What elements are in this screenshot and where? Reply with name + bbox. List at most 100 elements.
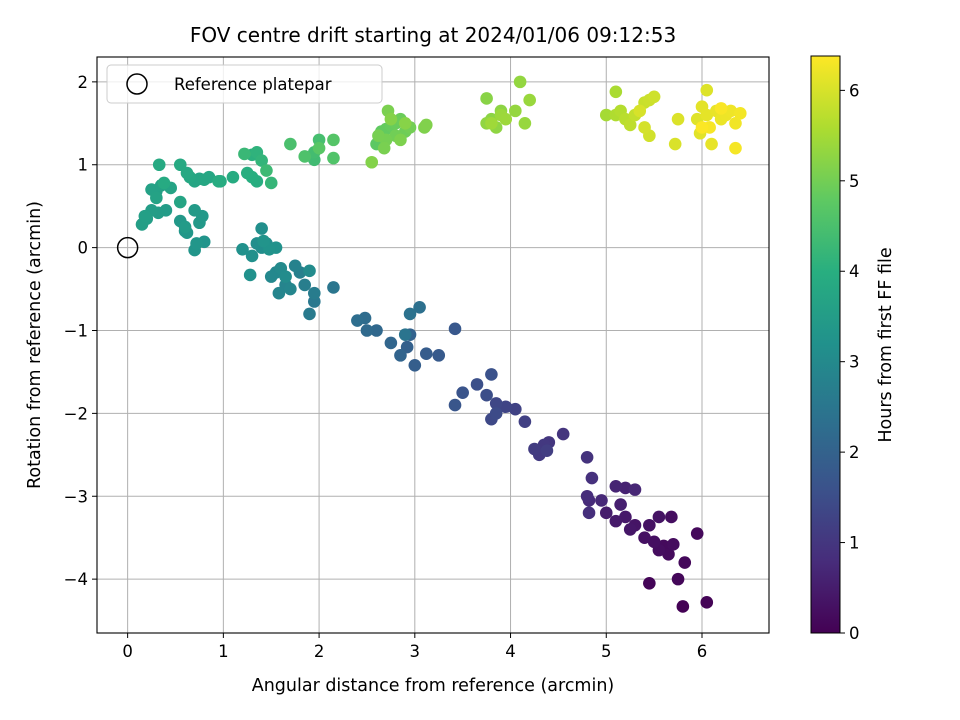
data-point: [394, 133, 407, 147]
data-point: [152, 158, 166, 172]
data-point: [384, 112, 398, 126]
data-point: [609, 85, 623, 99]
data-point: [638, 531, 651, 544]
y-axis-label: Rotation from reference (arcmin): [25, 201, 45, 489]
data-point: [173, 195, 187, 209]
data-point: [398, 117, 412, 130]
x-tick-label: 2: [314, 642, 325, 661]
data-point: [705, 137, 718, 151]
data-point: [384, 336, 398, 350]
data-point: [288, 259, 302, 273]
data-point: [619, 481, 632, 495]
data-point: [398, 328, 412, 341]
colorbar-label: Hours from first FF file: [876, 247, 896, 442]
data-point: [419, 118, 433, 132]
legend-label: Reference platepar: [174, 75, 332, 94]
data-point: [556, 427, 570, 441]
data-point: [662, 547, 675, 561]
data-point: [619, 510, 632, 524]
data-point: [372, 129, 385, 143]
colorbar-tick-label: 2: [849, 443, 860, 462]
data-point: [523, 93, 536, 107]
data-point: [303, 307, 316, 321]
x-tick-label: 4: [505, 642, 516, 661]
data-point: [197, 173, 211, 186]
data-point: [419, 347, 433, 361]
data-point: [513, 75, 527, 89]
data-point: [370, 324, 383, 337]
data-point: [489, 397, 503, 410]
data-point: [580, 489, 594, 503]
data-point: [312, 141, 326, 155]
reference-marker: [116, 236, 139, 259]
data-point: [580, 450, 594, 464]
data-point: [623, 118, 637, 132]
data-point: [150, 191, 163, 205]
data-point: [178, 220, 192, 234]
colorbar-tick-label: 5: [849, 172, 860, 191]
legend-marker-icon: [126, 73, 148, 95]
data-point: [260, 164, 273, 177]
data-point: [303, 264, 316, 278]
data-point: [652, 510, 666, 524]
data-point: [284, 137, 297, 151]
x-axis-ticks: 0 1 2 3 4 5 6: [122, 633, 707, 661]
data-point: [264, 270, 278, 283]
data-point: [298, 278, 312, 292]
reference-platepar-marker: [116, 236, 139, 259]
y-tick-label: −4: [64, 570, 88, 589]
x-tick-label: 3: [410, 642, 421, 661]
data-point: [647, 535, 661, 549]
y-tick-label: 1: [78, 156, 89, 175]
data-point: [609, 480, 623, 493]
data-point: [665, 510, 678, 524]
data-point: [638, 121, 651, 134]
data-point: [666, 538, 680, 551]
data-point: [432, 349, 446, 362]
data-point: [257, 234, 270, 248]
data-point: [676, 600, 690, 613]
data-point: [408, 359, 422, 372]
data-point: [480, 92, 493, 105]
data-point: [643, 576, 656, 590]
colorbar-tick-label: 6: [849, 81, 860, 100]
data-point: [212, 175, 225, 188]
data-point: [678, 556, 692, 569]
data-point: [643, 518, 656, 532]
data-point: [633, 104, 647, 118]
data-point: [238, 147, 251, 161]
data-point: [623, 523, 637, 536]
data-point: [695, 121, 709, 134]
data-point: [595, 494, 608, 507]
data-point: [240, 166, 254, 180]
data-point: [668, 137, 682, 151]
legend-box: [106, 64, 383, 104]
chart-title: FOV centre drift starting at 2024/01/06 …: [190, 23, 676, 47]
data-point: [298, 150, 312, 163]
data-point: [599, 108, 613, 122]
data-point: [307, 286, 321, 300]
y-tick-label: 0: [78, 239, 89, 258]
data-point: [226, 170, 240, 184]
data-point: [714, 102, 728, 115]
data-point: [448, 398, 462, 412]
data-point: [236, 242, 249, 256]
data-point: [700, 108, 714, 122]
data-point: [365, 155, 379, 169]
data-point: [272, 286, 286, 300]
data-point: [700, 596, 714, 609]
data-point: [188, 204, 201, 217]
data-point: [255, 222, 268, 235]
data-point: [485, 117, 498, 130]
data-point: [485, 368, 498, 381]
y-axis-ticks: −4 −3 −2 −1 0 1 2: [64, 73, 97, 589]
data-point: [518, 117, 532, 130]
data-point: [403, 307, 417, 321]
data-point: [190, 237, 203, 250]
data-point: [470, 378, 484, 391]
data-points: [135, 75, 747, 613]
x-tick-label: 5: [601, 642, 612, 661]
data-point: [700, 83, 714, 97]
